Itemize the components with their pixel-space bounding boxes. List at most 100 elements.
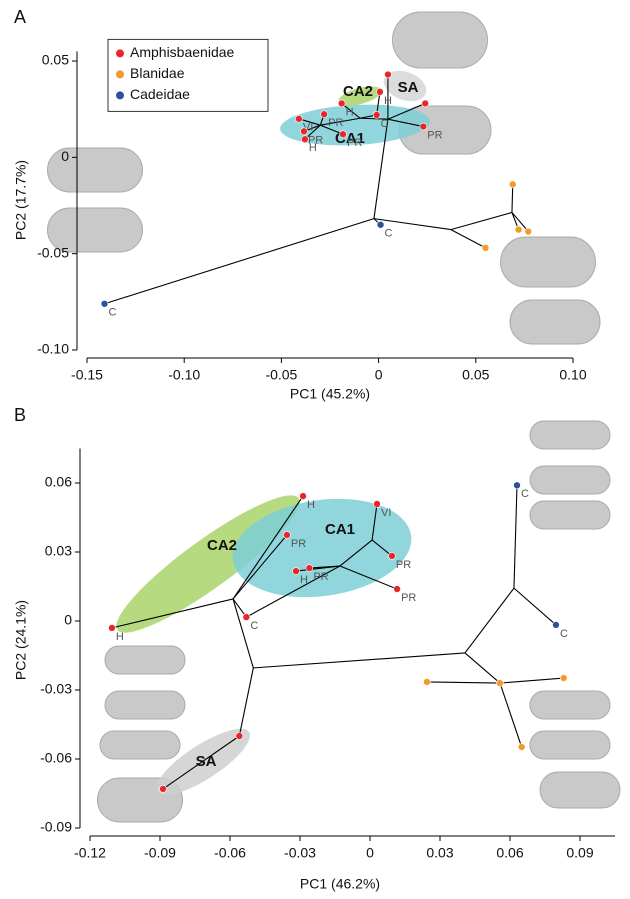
tree-branch (451, 212, 512, 229)
skull-image (105, 691, 185, 719)
point (423, 678, 430, 685)
skull-image (105, 646, 185, 674)
x-axis-label: PC1 (46.2%) (300, 876, 380, 892)
point (560, 675, 567, 682)
point (300, 128, 307, 135)
figure: A-0.15-0.10-0.0500.050.10-0.10-0.0500.05… (0, 0, 630, 899)
point (338, 100, 345, 107)
point (388, 552, 395, 559)
point-label: H (346, 106, 354, 118)
legend-label: Amphisbaenidae (130, 44, 235, 60)
skull-image (530, 501, 610, 529)
x-tick-label: 0.05 (462, 367, 489, 383)
point-label: H (116, 631, 124, 643)
tree-branch (514, 588, 556, 625)
tree-branch (233, 599, 253, 668)
legend-marker (116, 49, 124, 57)
tree-branch (451, 230, 486, 248)
point (394, 586, 401, 593)
skull-image (100, 731, 180, 759)
y-tick-label: -0.06 (40, 750, 72, 766)
skull-image (540, 772, 620, 808)
point (300, 493, 307, 500)
point-label: PR (313, 571, 328, 583)
point (301, 136, 308, 143)
skull-image (530, 421, 610, 449)
point-label: H (309, 142, 317, 154)
point (376, 88, 383, 95)
tree-branch (239, 668, 253, 736)
tree-branch (465, 653, 500, 683)
x-tick-label: -0.12 (74, 845, 106, 861)
x-tick-label: 0 (375, 367, 383, 383)
tree-branch (500, 683, 522, 747)
point (243, 614, 250, 621)
panel-label: B (14, 405, 26, 425)
point (515, 226, 522, 233)
tree-branch (253, 653, 465, 668)
point (295, 115, 302, 122)
x-tick-label: -0.06 (214, 845, 246, 861)
y-tick-label: -0.03 (40, 681, 72, 697)
point-label: H (384, 95, 392, 107)
tree-branch (465, 588, 514, 653)
point (236, 733, 243, 740)
skull-image (501, 237, 596, 287)
point (373, 111, 380, 118)
point (509, 181, 516, 188)
skull-image (393, 12, 488, 68)
x-tick-label: 0.03 (426, 845, 453, 861)
y-tick-label: 0.03 (45, 543, 72, 559)
group-label: CA2 (207, 537, 237, 554)
legend-marker (116, 91, 124, 99)
point (321, 111, 328, 118)
x-axis-label: PC1 (45.2%) (290, 386, 370, 402)
x-tick-label: 0.06 (496, 845, 523, 861)
legend-marker (116, 70, 124, 78)
x-tick-label: -0.10 (168, 367, 200, 383)
point (420, 123, 427, 130)
point-label: H (307, 499, 315, 511)
group-label: CA2 (343, 83, 373, 100)
tree-branch (514, 485, 517, 588)
point-label: PR (328, 117, 343, 129)
point (306, 565, 313, 572)
x-tick-label: -0.15 (71, 367, 103, 383)
x-tick-label: -0.05 (265, 367, 297, 383)
tree-branch (427, 682, 500, 683)
point (377, 221, 384, 228)
point-label: C (385, 228, 393, 240)
point-label: C (560, 628, 568, 640)
x-tick-label: -0.09 (144, 845, 176, 861)
point (514, 482, 521, 489)
y-tick-label: -0.10 (37, 341, 69, 357)
point-label: C (521, 488, 529, 500)
x-tick-label: 0.10 (559, 367, 586, 383)
point (101, 300, 108, 307)
point-label: PR (347, 137, 362, 149)
x-tick-label: 0.09 (566, 845, 593, 861)
panel-label: A (14, 7, 26, 27)
point (552, 621, 559, 628)
point (384, 71, 391, 78)
point (160, 785, 167, 792)
point-label: PR (291, 538, 306, 550)
skull-image (510, 300, 600, 344)
point-label: VI (381, 507, 391, 519)
y-tick-label: 0 (61, 148, 69, 164)
point (525, 228, 532, 235)
point-label: H (300, 574, 308, 586)
point-label: PR (427, 129, 442, 141)
legend-label: Cadeidae (130, 86, 190, 102)
y-axis-label: PC2 (17.7%) (13, 160, 29, 240)
y-tick-label: -0.05 (37, 244, 69, 260)
point (108, 624, 115, 631)
tree-branch (104, 219, 373, 304)
group-label: SA (398, 79, 419, 96)
skull-image (530, 731, 610, 759)
tree-branch (512, 184, 513, 212)
point (340, 131, 347, 138)
group-label: CA1 (325, 521, 355, 538)
y-tick-label: -0.09 (40, 819, 72, 835)
